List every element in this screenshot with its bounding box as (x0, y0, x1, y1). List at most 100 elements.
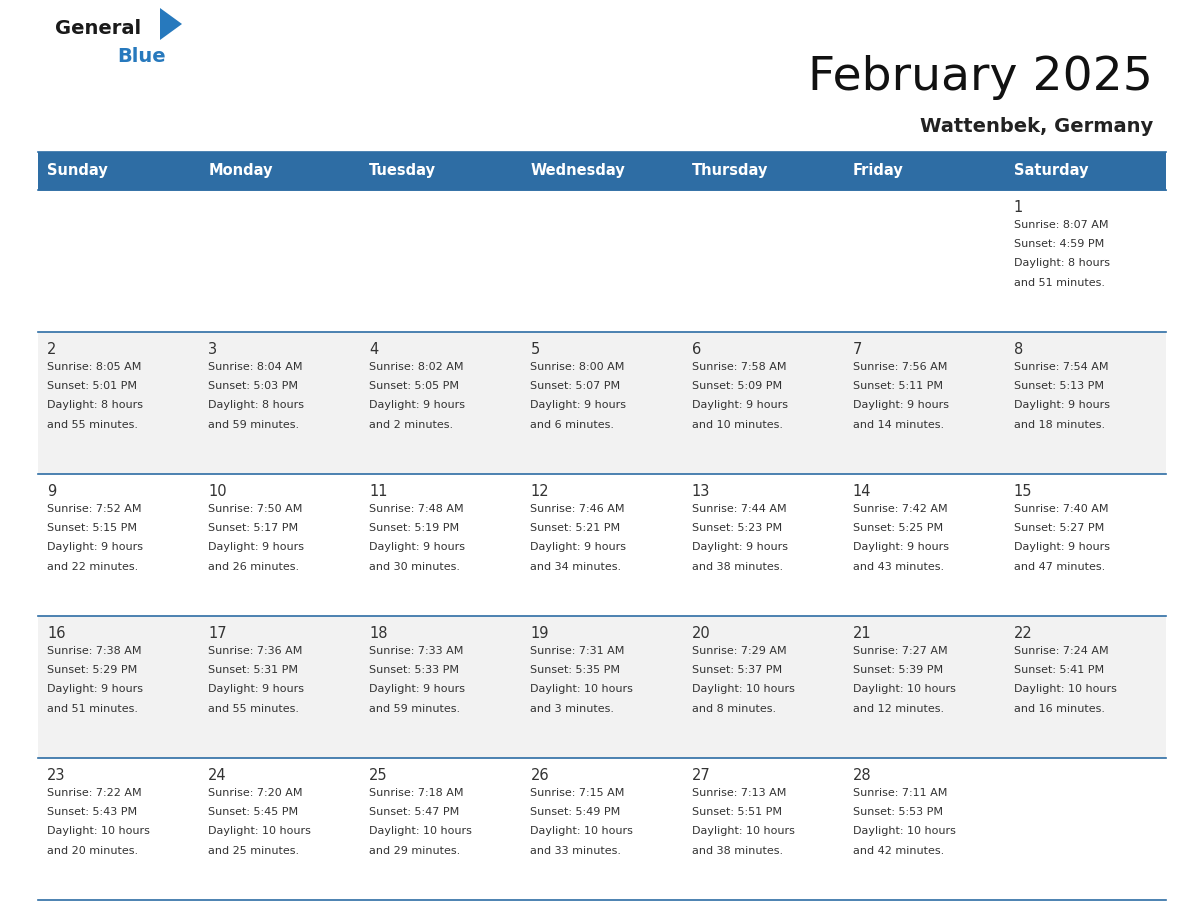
Text: 20: 20 (691, 626, 710, 641)
Text: 9: 9 (48, 484, 56, 499)
Text: Sunset: 5:19 PM: Sunset: 5:19 PM (369, 523, 460, 533)
Text: and 20 minutes.: and 20 minutes. (48, 846, 138, 856)
Text: and 10 minutes.: and 10 minutes. (691, 420, 783, 430)
Text: Sunrise: 7:54 AM: Sunrise: 7:54 AM (1013, 362, 1108, 372)
Bar (1005, 758, 1165, 900)
Text: Sunrise: 7:13 AM: Sunrise: 7:13 AM (691, 788, 786, 798)
Bar (683, 474, 843, 616)
Text: 12: 12 (530, 484, 549, 499)
Bar (360, 152, 522, 190)
Text: and 38 minutes.: and 38 minutes. (691, 562, 783, 572)
Text: and 8 minutes.: and 8 minutes. (691, 704, 776, 714)
Text: 21: 21 (853, 626, 871, 641)
Text: Sunset: 5:07 PM: Sunset: 5:07 PM (530, 381, 620, 391)
Bar (360, 758, 522, 900)
Text: Sunrise: 7:38 AM: Sunrise: 7:38 AM (48, 645, 141, 655)
Bar (38, 152, 200, 190)
Text: Sunrise: 7:50 AM: Sunrise: 7:50 AM (208, 503, 303, 513)
Text: and 25 minutes.: and 25 minutes. (208, 846, 299, 856)
Text: Sunrise: 7:31 AM: Sunrise: 7:31 AM (530, 645, 625, 655)
Bar (360, 616, 522, 758)
Text: Sunrise: 7:52 AM: Sunrise: 7:52 AM (48, 503, 141, 513)
Text: Sunset: 5:31 PM: Sunset: 5:31 PM (208, 665, 298, 675)
Bar (360, 190, 522, 332)
Text: 10: 10 (208, 484, 227, 499)
Text: 15: 15 (1013, 484, 1032, 499)
Text: Sunrise: 7:40 AM: Sunrise: 7:40 AM (1013, 503, 1108, 513)
Text: and 26 minutes.: and 26 minutes. (208, 562, 299, 572)
Text: 5: 5 (530, 342, 539, 357)
Text: Sunset: 5:37 PM: Sunset: 5:37 PM (691, 665, 782, 675)
Text: Sunrise: 7:44 AM: Sunrise: 7:44 AM (691, 503, 786, 513)
Text: Sunrise: 8:04 AM: Sunrise: 8:04 AM (208, 362, 303, 372)
Bar (522, 190, 683, 332)
Text: Daylight: 10 hours: Daylight: 10 hours (1013, 685, 1117, 695)
Text: and 55 minutes.: and 55 minutes. (48, 420, 138, 430)
Text: Sunset: 5:45 PM: Sunset: 5:45 PM (208, 807, 298, 817)
Text: Daylight: 8 hours: Daylight: 8 hours (48, 400, 143, 410)
Text: and 42 minutes.: and 42 minutes. (853, 846, 944, 856)
Text: Daylight: 9 hours: Daylight: 9 hours (691, 400, 788, 410)
Text: Wednesday: Wednesday (530, 163, 625, 178)
Text: 24: 24 (208, 768, 227, 783)
Text: Sunrise: 7:24 AM: Sunrise: 7:24 AM (1013, 645, 1108, 655)
Text: Daylight: 9 hours: Daylight: 9 hours (208, 543, 304, 553)
Bar (1005, 332, 1165, 474)
Text: Daylight: 10 hours: Daylight: 10 hours (369, 826, 472, 836)
Text: and 38 minutes.: and 38 minutes. (691, 846, 783, 856)
Bar (843, 616, 1005, 758)
Text: Daylight: 10 hours: Daylight: 10 hours (208, 826, 311, 836)
Text: 4: 4 (369, 342, 379, 357)
Text: 27: 27 (691, 768, 710, 783)
Text: Daylight: 9 hours: Daylight: 9 hours (691, 543, 788, 553)
Text: Sunrise: 7:48 AM: Sunrise: 7:48 AM (369, 503, 463, 513)
Text: Sunset: 5:03 PM: Sunset: 5:03 PM (208, 381, 298, 391)
Bar (683, 332, 843, 474)
Text: Daylight: 9 hours: Daylight: 9 hours (208, 685, 304, 695)
Text: and 2 minutes.: and 2 minutes. (369, 420, 454, 430)
Bar (360, 332, 522, 474)
Text: Sunrise: 7:36 AM: Sunrise: 7:36 AM (208, 645, 303, 655)
Text: Sunrise: 8:00 AM: Sunrise: 8:00 AM (530, 362, 625, 372)
Text: and 51 minutes.: and 51 minutes. (48, 704, 138, 714)
Text: Sunset: 5:17 PM: Sunset: 5:17 PM (208, 523, 298, 533)
Text: Daylight: 8 hours: Daylight: 8 hours (208, 400, 304, 410)
Text: Sunset: 5:49 PM: Sunset: 5:49 PM (530, 807, 620, 817)
Text: Sunset: 5:29 PM: Sunset: 5:29 PM (48, 665, 138, 675)
Text: Monday: Monday (208, 163, 272, 178)
Bar (1005, 190, 1165, 332)
Text: Daylight: 9 hours: Daylight: 9 hours (369, 543, 466, 553)
Text: Sunset: 5:33 PM: Sunset: 5:33 PM (369, 665, 460, 675)
Text: Daylight: 10 hours: Daylight: 10 hours (853, 685, 955, 695)
Text: 18: 18 (369, 626, 387, 641)
Text: 16: 16 (48, 626, 65, 641)
Text: Sunrise: 7:33 AM: Sunrise: 7:33 AM (369, 645, 463, 655)
Text: Sunrise: 7:20 AM: Sunrise: 7:20 AM (208, 788, 303, 798)
Bar (200, 190, 360, 332)
Bar (843, 332, 1005, 474)
Text: and 22 minutes.: and 22 minutes. (48, 562, 138, 572)
Text: Sunset: 5:27 PM: Sunset: 5:27 PM (1013, 523, 1104, 533)
Bar (522, 152, 683, 190)
Text: Sunrise: 7:29 AM: Sunrise: 7:29 AM (691, 645, 786, 655)
Text: Sunset: 5:43 PM: Sunset: 5:43 PM (48, 807, 137, 817)
Text: Daylight: 9 hours: Daylight: 9 hours (369, 400, 466, 410)
Text: Sunrise: 7:27 AM: Sunrise: 7:27 AM (853, 645, 947, 655)
Text: Sunset: 5:39 PM: Sunset: 5:39 PM (853, 665, 943, 675)
Text: Sunset: 4:59 PM: Sunset: 4:59 PM (1013, 239, 1104, 249)
Text: and 29 minutes.: and 29 minutes. (369, 846, 461, 856)
Text: Friday: Friday (853, 163, 903, 178)
Text: 28: 28 (853, 768, 871, 783)
Text: February 2025: February 2025 (808, 55, 1154, 100)
Text: Tuesday: Tuesday (369, 163, 436, 178)
Text: and 59 minutes.: and 59 minutes. (208, 420, 299, 430)
Text: Daylight: 9 hours: Daylight: 9 hours (1013, 543, 1110, 553)
Text: Wattenbek, Germany: Wattenbek, Germany (920, 117, 1154, 136)
Text: Daylight: 10 hours: Daylight: 10 hours (530, 685, 633, 695)
Text: Sunset: 5:01 PM: Sunset: 5:01 PM (48, 381, 137, 391)
Text: 23: 23 (48, 768, 65, 783)
Text: and 16 minutes.: and 16 minutes. (1013, 704, 1105, 714)
Bar (200, 616, 360, 758)
Text: 25: 25 (369, 768, 388, 783)
Text: 7: 7 (853, 342, 862, 357)
